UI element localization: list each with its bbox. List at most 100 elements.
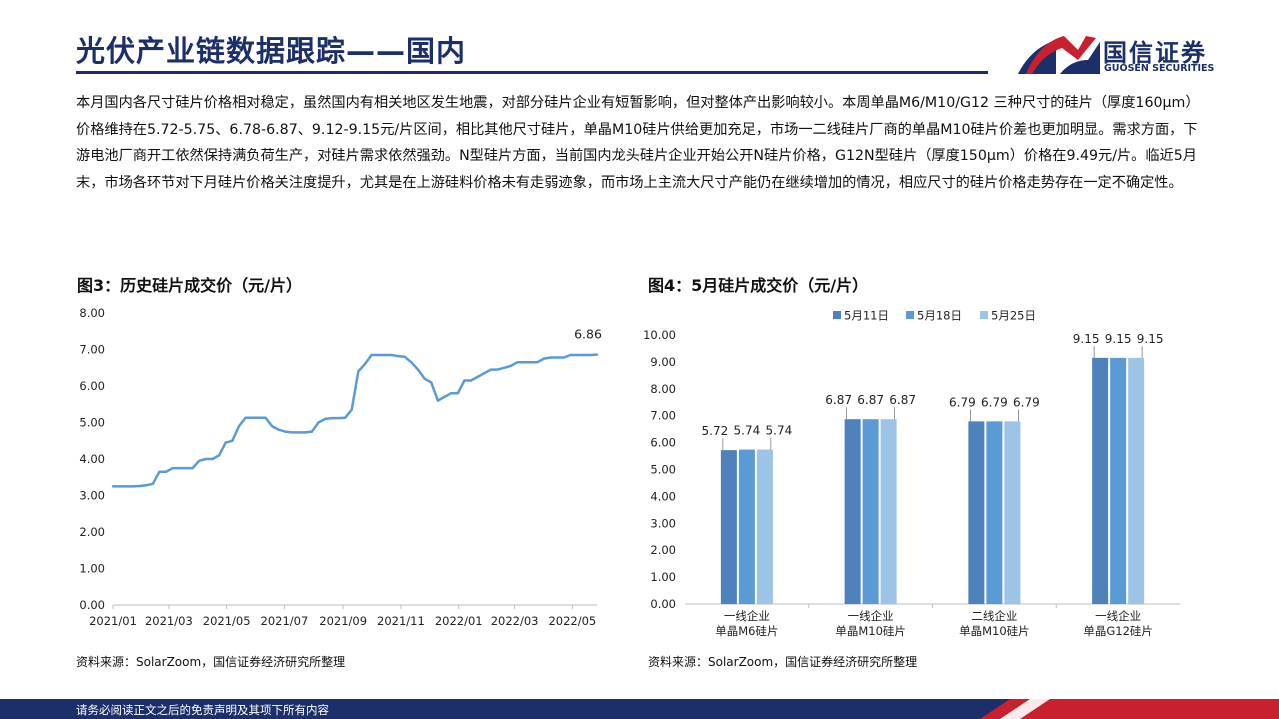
y-tick-label: 6.00 [79,379,105,393]
data-point [290,431,294,434]
bar [1110,357,1127,604]
y-tick-label: 5.00 [79,416,105,430]
legend-label: 5月11日 [844,309,889,323]
data-point [118,485,121,488]
data-point [516,361,519,364]
bar [844,419,861,604]
data-point [449,392,453,395]
bar [738,449,755,604]
data-point [164,470,168,473]
y-tick-label: 3.00 [79,489,105,503]
data-point [589,353,592,357]
y-tick-label: 5.00 [650,463,676,477]
figure3-source: 资料来源：SolarZoom，国信证券经济研究所整理 [76,655,346,669]
data-point [237,424,241,428]
data-point [410,361,413,364]
data-point [582,353,585,357]
y-tick-label: 4.00 [650,489,676,503]
legend-label: 5月25日 [991,309,1036,323]
x-tick-label: 2021/09 [319,614,367,628]
category-label: 单晶M6硅片 [715,624,778,638]
price-series-line [113,353,598,488]
category-label: 单晶M10硅片 [959,624,1030,638]
data-point [178,466,181,470]
data-label: 6.87 [825,393,852,407]
y-tick-label: 1.00 [79,562,105,576]
data-point [144,484,148,487]
data-point [197,459,201,463]
y-tick-label: 7.00 [79,343,105,357]
data-point [509,364,513,368]
data-point [310,430,314,433]
data-point [542,357,546,360]
data-point [171,466,174,470]
y-tick-label: 9.00 [650,355,676,369]
end-data-label: 6.86 [574,327,602,342]
data-point [549,356,552,359]
data-label: 6.79 [1013,395,1040,409]
data-point [211,457,214,461]
y-tick-label: 0.00 [79,598,105,612]
x-tick-label: 2021/07 [261,614,309,628]
data-point [350,408,353,411]
data-point [217,454,221,457]
bar [880,419,897,604]
data-point [131,485,135,488]
x-tick-label: 2022/03 [491,614,539,628]
data-point [151,482,154,486]
data-point [562,356,566,359]
logo-en-text: GUOSEN SECURITIES [1104,63,1215,74]
data-label: 6.87 [889,393,916,407]
data-point [436,399,440,402]
data-point [536,361,539,364]
page-title: 光伏产业链数据跟踪——国内 [76,34,467,68]
category-label: 二线企业 [971,609,1017,623]
x-tick-label: 2021/11 [377,614,425,628]
y-tick-label: 2.00 [79,525,105,539]
y-tick-label: 2.00 [650,543,676,557]
data-point [191,466,194,470]
y-tick-label: 1.00 [650,570,676,584]
data-label: 9.15 [1073,332,1100,346]
y-tick-label: 0.00 [650,597,676,611]
data-point [244,416,247,419]
bar [720,450,737,604]
x-tick-label: 2022/05 [548,614,596,628]
y-tick-label: 6.00 [650,436,676,450]
figure3-title: 图3：历史硅片成交价（元/片） [77,276,302,295]
y-tick-label: 3.00 [650,516,676,530]
category-label: 一线企业 [848,609,894,623]
figure4-source: 资料来源：SolarZoom，国信证券经济研究所整理 [648,655,918,669]
data-point [383,353,387,357]
data-point [496,368,499,371]
y-tick-label: 10.00 [643,328,676,342]
legend-swatch [906,311,914,319]
data-point [423,377,426,380]
data-point [476,375,479,379]
data-point [330,416,333,420]
y-tick-label: 8.00 [650,382,676,396]
data-point [463,379,466,382]
category-label: 单晶M10硅片 [835,624,906,638]
data-point [502,366,506,369]
data-point [416,368,420,371]
may-price-bar-chart: 0.00 1.00 2.00 3.00 4.00 5.00 6.00 7.00 8.00 9.00… [643,309,1180,638]
legend-label: 5月18日 [917,309,962,323]
logo-cn-text: 国信证券 [1103,39,1207,67]
body-paragraph: 本月国内各尺寸硅片价格相对稳定，虽然国内有相关地区发生地震，对部分硅片企业有短暂… [76,95,1200,191]
data-point [370,353,373,357]
bar [1092,357,1109,604]
x-tick-label: 2022/01 [435,614,483,628]
data-label: 6.79 [949,395,976,409]
data-point [111,485,115,488]
data-label: 6.79 [981,395,1008,409]
x-tick-label: 2021/05 [203,614,251,628]
y-tick-label: 4.00 [79,452,105,466]
data-point [323,417,327,421]
bar [862,419,879,604]
data-label: 9.15 [1105,332,1132,346]
category-label: 单晶G12硅片 [1083,624,1153,638]
category-label: 一线企业 [1095,609,1141,623]
history-price-line-chart: 0.00 1.00 2.00 3.00 4.00 5.00 6.00 7.00 8.00 2021… [79,306,602,628]
y-tick-label: 8.00 [79,306,105,320]
